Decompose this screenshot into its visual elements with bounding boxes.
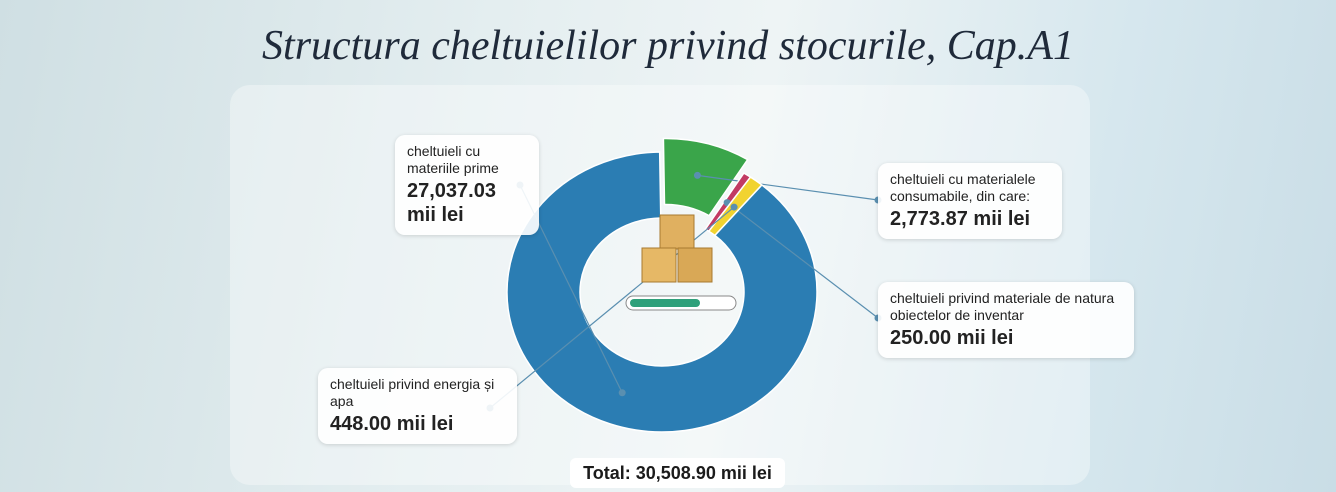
leader-dot [731, 204, 738, 211]
category-label: cheltuieli privind energia și apa [330, 376, 505, 410]
segment-label: cheltuieli privind materiale de natura o… [878, 282, 1134, 358]
value-label: 250.00 mii lei [890, 326, 1122, 350]
infographic: Structura cheltuielilor privind stocuril… [0, 0, 1336, 492]
category-label: cheltuieli cu materialele consumabile, d… [890, 171, 1050, 205]
chart [0, 0, 1336, 492]
value-label: 27,037.03 mii lei [407, 179, 527, 227]
chart-title: Structura cheltuielilor privind stocuril… [0, 22, 1336, 70]
value-label: 2,773.87 mii lei [890, 207, 1050, 231]
leader-dot [619, 389, 626, 396]
leader-dot [694, 172, 701, 179]
category-label: cheltuieli privind materiale de natura o… [890, 290, 1122, 324]
segment-label: cheltuieli cu materialele consumabile, d… [878, 163, 1062, 239]
value-label: 448.00 mii lei [330, 412, 505, 436]
total-label: Total: 30,508.90 mii lei [570, 458, 785, 488]
category-label: cheltuieli cu materiile prime [407, 143, 527, 177]
